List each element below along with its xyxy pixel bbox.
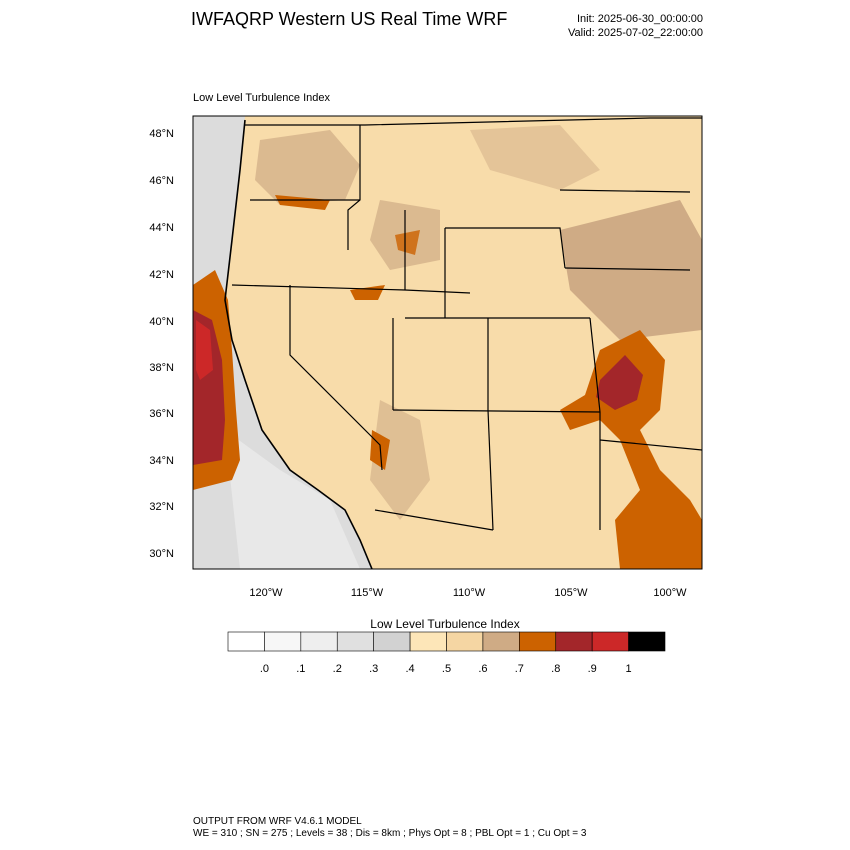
colorbar-swatch [591,631,629,652]
colorbar-label: .5 [441,663,452,675]
colorbar-swatch [373,631,411,652]
coastline [224,119,373,569]
orange-east-storm [560,330,702,569]
map-field [193,116,702,569]
colorbar-swatch [519,631,557,652]
colorbar-swatch [482,631,520,652]
colorbar-label: .4 [405,663,415,675]
colorbar-swatch [555,631,593,652]
orange-tetons [395,230,420,255]
colorbar-swatch [264,631,302,652]
colorbar-label: .1 [296,663,306,675]
colorbar-label: .2 [332,663,342,675]
tan-plains [560,200,702,340]
valid-time: Valid: 2025-07-02_22:00:00 [568,27,703,39]
model-info-line1: OUTPUT FROM WRF V4.6.1 MODEL [193,816,362,827]
colorbar-swatch [628,631,666,652]
colorbar-swatch [227,631,265,652]
ocean-light [225,430,360,569]
lat-tick-label: 44°N [149,222,174,234]
lat-tick-label: 46°N [149,175,174,187]
lon-tick-label: 105°W [554,587,588,599]
colorbar-swatch [300,631,338,652]
colorbar-label: .3 [369,663,379,675]
figure-title: IWFAQRP Western US Real Time WRF [191,9,508,29]
state-boundaries [231,117,702,531]
model-info-line2: WE = 310 ; SN = 275 ; Levels = 38 ; Dis … [193,828,587,839]
lon-tick-label: 110°W [452,587,486,599]
map-frame [192,115,703,570]
tan-mountains [370,400,430,520]
lat-tick-label: 38°N [149,362,174,374]
colorbar-swatch [336,631,374,652]
colorbar-label: .8 [551,663,561,675]
colorbar-label: .9 [587,663,597,675]
lat-tick-label: 48°N [149,128,174,140]
colorbar-label: .6 [478,663,488,675]
lat-tick-label: 30°N [149,548,174,560]
lat-tick-label: 40°N [149,316,174,328]
colorbar-label: .0 [259,663,269,675]
tan-montana [470,125,600,190]
lat-tick-label: 42°N [149,269,174,281]
lon-tick-label: 115°W [350,587,384,599]
colorbar-swatch [446,631,484,652]
lat-tick-label: 36°N [149,408,174,420]
tan-northwest [255,130,360,205]
colorbar-label: .7 [514,663,524,675]
colorbar [227,631,666,652]
colorbar-swatch [409,631,447,652]
map-plot-title: Low Level Turbulence Index [193,92,330,104]
colorbar-label: 1 [625,663,632,675]
lon-tick-label: 120°W [249,587,283,599]
offshore-red [196,320,213,380]
lon-tick-label: 100°W [653,587,687,599]
darkred-east-storm [596,355,643,410]
colorbar-title: Low Level Turbulence Index [370,617,520,631]
lat-tick-label: 34°N [149,455,174,467]
init-time: Init: 2025-06-30_00:00:00 [577,13,703,25]
orange-cascades [275,195,330,210]
lat-tick-label: 32°N [149,501,174,513]
